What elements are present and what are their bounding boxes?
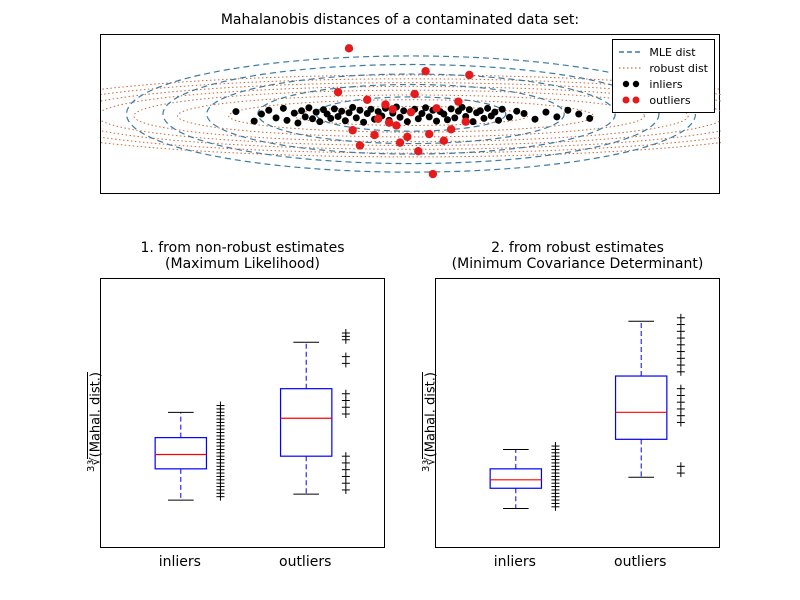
legend-row-robust: robust dist [619,60,708,76]
legend-label-outliers: outliers [649,94,690,107]
right-boxplot-title: 2. from robust estimates (Minimum Covari… [435,240,720,272]
left-boxplot-title: 1. from non-robust estimates (Maximum Li… [100,240,385,272]
left-ylabel: 3∛(Mahal. dist.) [86,372,103,472]
left-xtick-inliers: inliers [159,554,201,570]
legend-swatch-robust-line [619,62,643,74]
left-title-line2: (Maximum Likelihood) [165,256,320,272]
legend-row-mle: MLE dist [619,44,708,60]
legend-swatch-mle-line [619,46,643,58]
left-boxplot-panel [100,278,385,548]
left-title-line1: 1. from non-robust estimates [140,240,344,256]
left-boxplot-svg [101,279,386,549]
right-boxplot-panel [435,278,720,548]
legend-swatch-outliers [619,94,643,106]
right-title-line2: (Minimum Covariance Determinant) [452,256,704,272]
right-xtick-outliers: outliers [614,554,666,570]
legend: MLE dist robust dist inliers outliers [612,39,715,113]
right-ylabel: 3∛(Mahal. dist.) [421,372,438,472]
legend-label-robust: robust dist [649,62,708,75]
top-title: Mahalanobis distances of a contaminated … [0,12,800,28]
right-title-line1: 2. from robust estimates [491,240,664,256]
legend-swatch-inliers [619,78,643,90]
legend-row-inliers: inliers [619,76,708,92]
legend-label-inliers: inliers [649,78,682,91]
left-xtick-outliers: outliers [279,554,331,570]
legend-row-outliers: outliers [619,92,708,108]
scatter-panel: MLE dist robust dist inliers outliers [100,34,720,194]
right-xtick-inliers: inliers [494,554,536,570]
right-boxplot-svg [436,279,721,549]
legend-label-mle: MLE dist [649,46,695,59]
figure: Mahalanobis distances of a contaminated … [0,0,800,600]
